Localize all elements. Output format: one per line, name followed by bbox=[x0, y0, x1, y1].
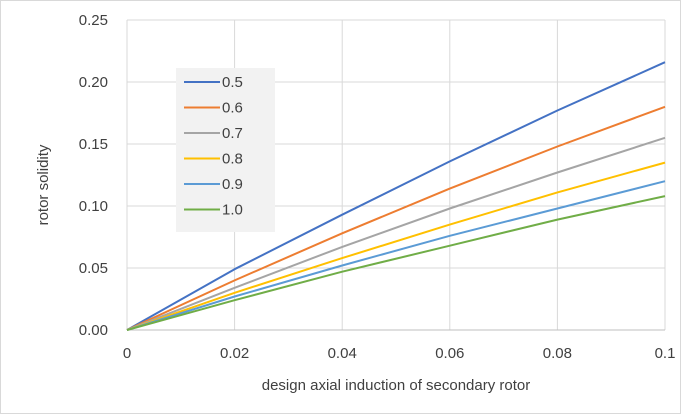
series-lines bbox=[126, 61, 666, 331]
y-tick-labels: 0.00 0.05 0.10 0.15 0.20 0.25 bbox=[79, 12, 108, 339]
y-tick-label: 0.25 bbox=[79, 12, 108, 29]
legend-label: 0.6 bbox=[222, 100, 243, 117]
series-line-0-8 bbox=[126, 161, 666, 331]
series-line-0-7 bbox=[126, 136, 666, 331]
legend-label: 0.8 bbox=[222, 151, 243, 168]
series-line-0-9 bbox=[126, 180, 666, 331]
legend-label: 0.5 bbox=[222, 74, 243, 91]
x-axis-title: design axial induction of secondary roto… bbox=[262, 377, 531, 394]
legend-label: 0.7 bbox=[222, 125, 243, 142]
series-line-0-5 bbox=[126, 61, 666, 331]
y-tick-label: 0.10 bbox=[79, 198, 108, 215]
y-tick-label: 0.00 bbox=[79, 322, 108, 339]
legend-label: 1.0 bbox=[222, 202, 243, 219]
x-tick-label: 0.06 bbox=[435, 345, 464, 362]
x-tick-label: 0 bbox=[123, 345, 131, 362]
x-tick-label: 0.02 bbox=[220, 345, 249, 362]
legend: 0.5 0.6 0.7 0.8 0.9 1.0 bbox=[176, 68, 275, 232]
legend-box bbox=[176, 68, 275, 232]
y-tick-label: 0.15 bbox=[79, 136, 108, 153]
y-tick-label: 0.20 bbox=[79, 74, 108, 91]
x-tick-label: 0.08 bbox=[543, 345, 572, 362]
y-axis-title: rotor solidity bbox=[35, 144, 52, 225]
series-line-0-6 bbox=[126, 105, 666, 331]
axes bbox=[126, 20, 665, 331]
x-tick-label: 0.1 bbox=[655, 345, 676, 362]
x-tick-label: 0.04 bbox=[328, 345, 357, 362]
y-tick-label: 0.05 bbox=[79, 260, 108, 277]
x-tick-labels: 0 0.02 0.04 0.06 0.08 0.1 bbox=[123, 345, 676, 362]
series-line-1-0 bbox=[126, 195, 666, 331]
legend-label: 0.9 bbox=[222, 176, 243, 193]
